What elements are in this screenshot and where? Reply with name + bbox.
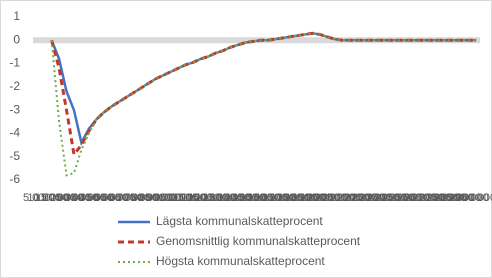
- x-tick-label: 205 000: [315, 192, 355, 204]
- x-tick-label: 255 000: [389, 192, 429, 204]
- x-tick-label: 45 000: [79, 192, 113, 204]
- x-tick-label: 170 000: [263, 192, 303, 204]
- y-tick-label: -3: [9, 102, 20, 116]
- y-tick-label: -5: [9, 149, 20, 163]
- x-tick-label: 250 000: [382, 192, 422, 204]
- x-tick-label: 30 000: [57, 192, 91, 204]
- x-tick-label: 130 000: [203, 192, 243, 204]
- x-tick-label: 75 000: [124, 192, 158, 204]
- y-tick-label: 0: [13, 32, 20, 46]
- x-tick-label: 260 000: [397, 192, 437, 204]
- x-tick-label: 300 000: [456, 192, 492, 204]
- x-tick-label: 225 000: [345, 192, 385, 204]
- x-tick-label: 295 000: [449, 192, 489, 204]
- x-tick-label: 215 000: [330, 192, 370, 204]
- x-tick-label: 50 000: [87, 192, 121, 204]
- x-tick-label: 140 000: [218, 192, 258, 204]
- y-tick-label: -6: [9, 172, 20, 186]
- y-tick-label: -4: [9, 126, 20, 140]
- series-line: [50, 32, 477, 177]
- x-tick-label: 245 000: [374, 192, 414, 204]
- x-tick-label: 135 000: [211, 192, 251, 204]
- x-tick-label: 235 000: [360, 192, 400, 204]
- x-tick-label: 265 000: [404, 192, 444, 204]
- x-tick-label: 230 000: [352, 192, 392, 204]
- x-tick-label: 165 000: [255, 192, 295, 204]
- series-line: [50, 31, 477, 158]
- x-tick-label: 290 000: [441, 192, 481, 204]
- x-tick-label: 105 000: [166, 192, 206, 204]
- x-tick-label: 90 000: [147, 192, 181, 204]
- x-tick-label: 5 000: [23, 192, 51, 204]
- x-tick-label: 60 000: [102, 192, 136, 204]
- x-tick-label: 55 000: [94, 192, 128, 204]
- x-tick-label: 35 000: [65, 192, 99, 204]
- x-tick-label: 275 000: [419, 192, 459, 204]
- x-tick-label: 95 000: [154, 192, 188, 204]
- x-tick-label: 65 000: [109, 192, 143, 204]
- x-tick-label: 185 000: [285, 192, 325, 204]
- x-tick-label: 80 000: [132, 192, 166, 204]
- x-tick-label: 100 000: [158, 192, 198, 204]
- x-tick-label: 210 000: [322, 192, 362, 204]
- x-tick-label: 280 000: [427, 192, 467, 204]
- x-tick-label: 285 000: [434, 192, 474, 204]
- x-tick-label: 40 000: [72, 192, 106, 204]
- x-tick-label: 85 000: [139, 192, 173, 204]
- x-tick-label: 150 000: [233, 192, 273, 204]
- x-tick-label: 15 000: [35, 192, 69, 204]
- x-tick-label: 110 000: [174, 192, 213, 204]
- y-tick-label: 1: [13, 9, 20, 23]
- x-tick-label: 155 000: [240, 192, 280, 204]
- x-tick-label: 200 000: [307, 192, 347, 204]
- y-tick-label: -1: [9, 56, 20, 70]
- x-tick-label: 180 000: [278, 192, 318, 204]
- x-tick-label: 190 000: [292, 192, 332, 204]
- x-tick-label: 70 000: [117, 192, 151, 204]
- legend-label: Högsta kommunalskatteprocent: [156, 254, 325, 268]
- x-tick-label: 20 000: [42, 192, 76, 204]
- x-tick-label: 175 000: [270, 192, 310, 204]
- series-line: [50, 32, 477, 147]
- x-tick-label: 270 000: [412, 192, 452, 204]
- x-tick-label: 145 000: [225, 192, 265, 204]
- x-tick-label: 125 000: [196, 192, 236, 204]
- x-tick-label: 160 000: [248, 192, 288, 204]
- x-tick-label: 115 000: [181, 192, 220, 204]
- x-tick-label: 240 000: [367, 192, 407, 204]
- x-tick-label: 10 000: [27, 192, 61, 204]
- legend-label: Lägsta kommunalskatteprocent: [156, 214, 323, 228]
- x-tick-label: 220 000: [337, 192, 377, 204]
- x-tick-label: 195 000: [300, 192, 340, 204]
- legend-label: Genomsnittlig kommunalskatteprocent: [156, 234, 361, 248]
- x-tick-label: 25 000: [50, 192, 84, 204]
- x-tick-label: 120 000: [188, 192, 228, 204]
- y-tick-label: -2: [9, 79, 20, 93]
